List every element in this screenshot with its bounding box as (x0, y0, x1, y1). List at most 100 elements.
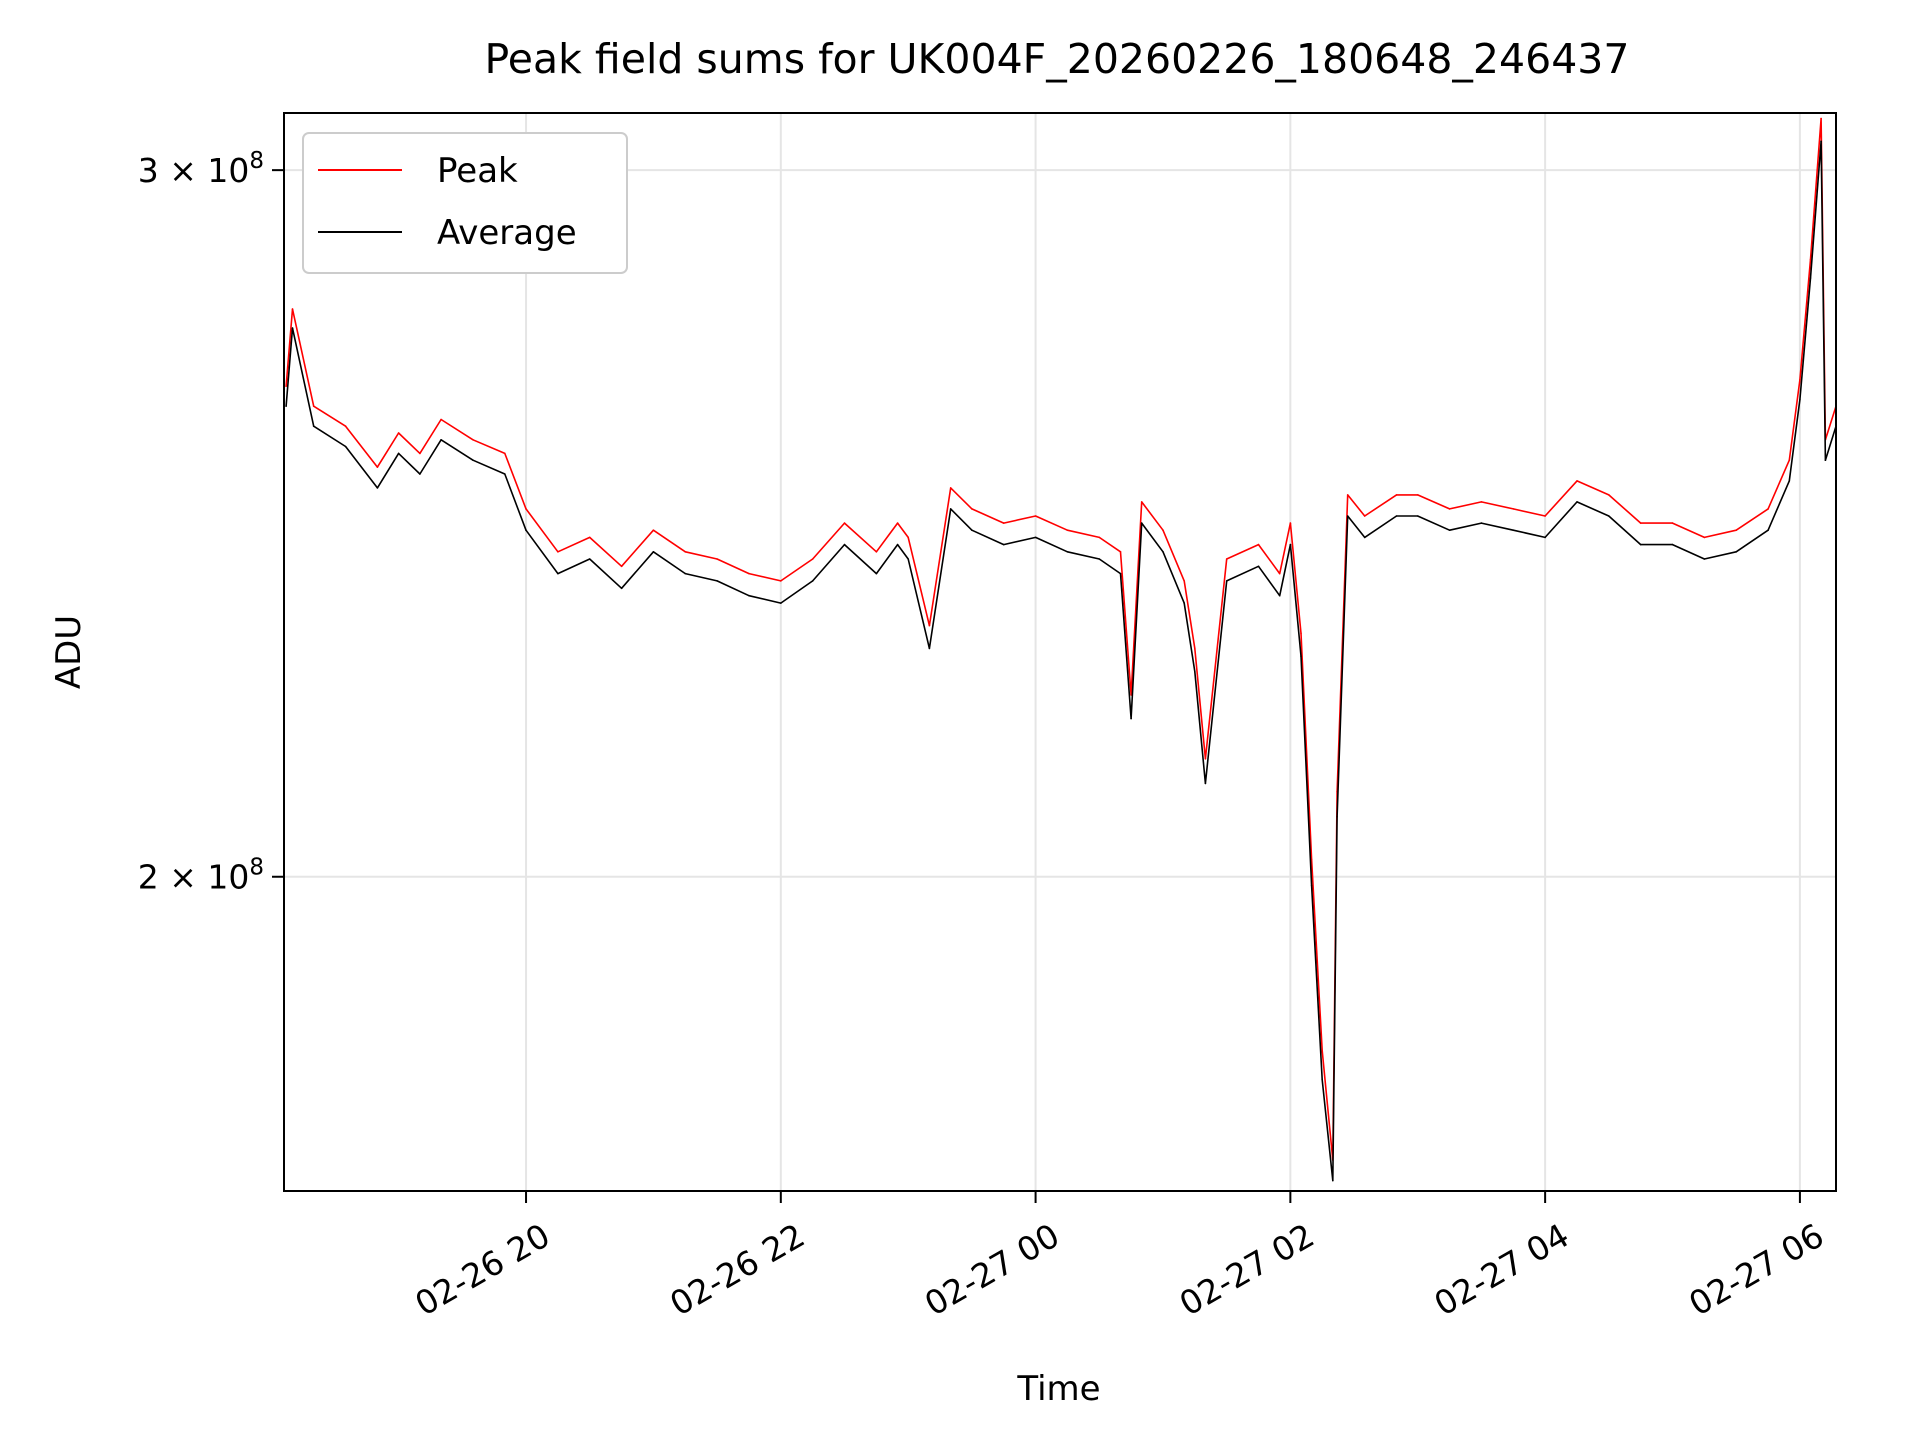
data-point (504, 452, 506, 455)
data-point (557, 572, 559, 575)
data-point (1183, 580, 1185, 582)
chart-title: Peak field sums for UK004F_20260226_1806… (485, 35, 1630, 83)
data-point (1788, 480, 1791, 482)
data-point (1119, 572, 1122, 575)
data-point (1820, 140, 1822, 143)
data-point (1098, 558, 1101, 560)
data-point (1448, 529, 1451, 531)
data-point (1639, 522, 1642, 524)
data-point (440, 418, 442, 421)
data-point (1130, 694, 1132, 696)
data-point (1824, 459, 1827, 462)
data-point (907, 558, 909, 560)
data-point (1194, 670, 1196, 673)
y-axis-label: ADU (49, 615, 89, 689)
data-point (504, 473, 506, 475)
data-point (1809, 258, 1812, 261)
data-point (1512, 529, 1515, 531)
data-point (1639, 543, 1642, 546)
data-point (1820, 117, 1822, 120)
data-point (1289, 522, 1292, 524)
data-point (397, 432, 400, 434)
legend-label-peak: Peak (437, 151, 518, 191)
data-point (684, 551, 687, 553)
series-line-average (285, 140, 1836, 1182)
data-point (1204, 758, 1207, 760)
data-point (1448, 508, 1451, 510)
data-point (1321, 1079, 1323, 1081)
data-point (1119, 551, 1122, 553)
data-point (684, 572, 687, 575)
y-tick-label: 3 × 108 (138, 148, 264, 190)
data-point (1735, 529, 1737, 531)
data-point (780, 602, 782, 604)
data-point (285, 385, 287, 388)
data-point (1336, 816, 1338, 818)
data-point (1194, 647, 1196, 650)
data-point (748, 572, 750, 575)
data-point (1767, 529, 1769, 531)
data-point (376, 466, 379, 468)
data-point (780, 580, 782, 582)
plot-frame (283, 112, 1837, 1192)
legend-label-average: Average (437, 213, 577, 253)
data-point (907, 536, 909, 539)
y-tick-label: 2 × 108 (138, 855, 264, 897)
series-line-peak (285, 117, 1836, 1161)
data-point (1034, 515, 1037, 517)
data-point (1512, 508, 1515, 510)
data-point (419, 452, 421, 455)
data-point (1767, 508, 1769, 510)
data-point (525, 529, 527, 531)
data-point (1204, 782, 1207, 785)
data-point (1225, 580, 1228, 582)
data-point (928, 647, 931, 650)
data-point (1183, 602, 1185, 604)
data-point (1608, 494, 1610, 496)
data-point (1321, 1049, 1323, 1052)
data-point (1300, 632, 1302, 634)
data-point (1162, 551, 1164, 553)
data-point (1799, 379, 1801, 381)
data-point (949, 487, 952, 489)
data-point (1257, 565, 1260, 568)
data-point (971, 508, 973, 510)
data-point (1300, 655, 1302, 657)
data-point (1480, 501, 1483, 503)
data-point (1799, 398, 1801, 401)
data-point (1066, 551, 1069, 553)
data-point (376, 487, 379, 489)
data-point (525, 508, 527, 510)
data-point (1576, 480, 1578, 482)
data-point (1162, 529, 1164, 531)
data-point (291, 327, 294, 329)
data-point (1703, 536, 1706, 539)
data-point (652, 551, 655, 553)
data-point (1140, 501, 1143, 503)
data-point (811, 558, 814, 560)
data-point (1310, 884, 1313, 887)
data-point (1130, 717, 1132, 720)
data-point (1002, 522, 1005, 524)
data-point (1066, 529, 1069, 531)
data-point (1289, 543, 1292, 546)
data-point (1395, 515, 1398, 517)
data-point (1257, 543, 1260, 546)
data-point (716, 580, 718, 582)
data-point (896, 543, 899, 546)
data-point (1703, 558, 1706, 560)
data-point (419, 473, 421, 475)
data-point (1346, 515, 1349, 517)
data-point (1608, 515, 1610, 517)
data-point (843, 543, 846, 546)
data-point (620, 565, 623, 568)
y-axis-ticks: 2 × 108 3 × 108 (138, 148, 284, 897)
data-point (748, 594, 750, 597)
data-point (1332, 1179, 1334, 1182)
data-point (652, 529, 655, 531)
data-point (928, 624, 931, 627)
data-point (1363, 515, 1366, 517)
data-point (312, 425, 315, 428)
